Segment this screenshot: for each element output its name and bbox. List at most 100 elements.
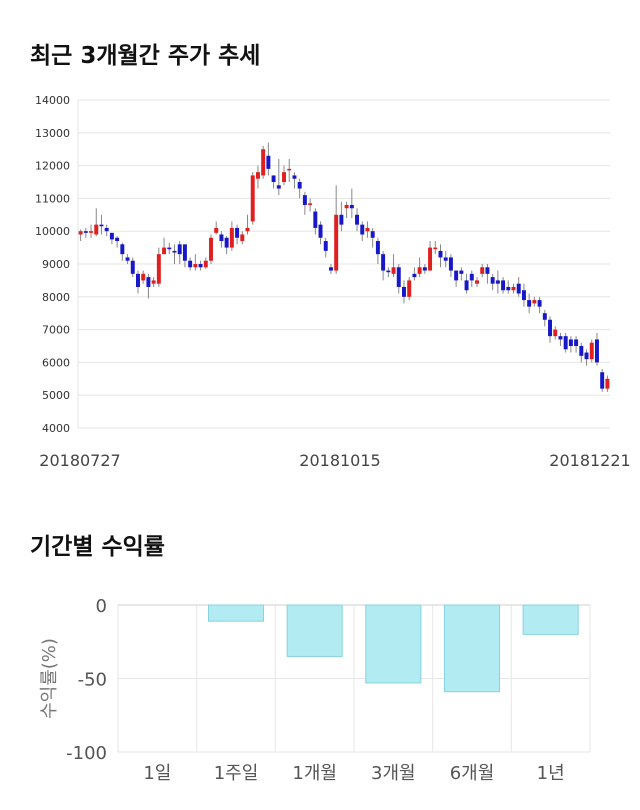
candle-body xyxy=(135,273,140,287)
candle xyxy=(209,234,213,264)
candle-body xyxy=(297,182,302,189)
candle xyxy=(323,237,328,258)
candle xyxy=(162,237,167,255)
candle-body xyxy=(182,244,187,261)
candle xyxy=(313,208,318,235)
candle xyxy=(412,267,417,281)
candle-body xyxy=(344,204,349,209)
candle xyxy=(120,242,125,261)
bar-x-axis: 1일 1주일 1개월 3개월 6개월 1년 xyxy=(143,763,564,784)
candle xyxy=(375,237,380,264)
candle-y-tick: 7000 xyxy=(42,324,70,337)
candle xyxy=(511,283,516,294)
candle xyxy=(438,244,443,268)
candle xyxy=(83,227,88,238)
candle xyxy=(475,277,479,287)
candle xyxy=(198,260,203,271)
candle-body xyxy=(448,257,453,271)
candle-y-axis: 4000 5000 6000 7000 8000 9000 10000 11000 12000 1… xyxy=(35,94,70,435)
candle-body xyxy=(381,254,386,271)
bar-grid xyxy=(117,604,591,753)
bar-x-tick: 1년 xyxy=(537,763,565,784)
candle-body xyxy=(438,250,443,258)
candle-body xyxy=(130,260,135,274)
candle-y-tick: 14000 xyxy=(35,94,70,107)
bar-x-tick: 1개월 xyxy=(292,763,337,784)
candle xyxy=(501,277,506,294)
candle-body xyxy=(568,339,573,346)
candle-body xyxy=(412,273,417,278)
candle xyxy=(443,250,448,268)
candle xyxy=(104,224,109,237)
candle-body xyxy=(78,231,83,235)
price-trend-title: 최근 3개월간 주가 추세 xyxy=(30,43,261,69)
candle-body xyxy=(516,283,521,294)
candle-body xyxy=(193,264,198,268)
candle xyxy=(428,241,433,271)
candle-body xyxy=(532,300,537,304)
candle-body xyxy=(401,286,406,297)
candle-body xyxy=(292,175,297,179)
candle xyxy=(141,270,146,284)
candle-y-tick: 11000 xyxy=(35,192,70,205)
bar-y-tick: -100 xyxy=(66,743,107,764)
candle-body xyxy=(511,286,516,291)
candle xyxy=(224,236,229,255)
candle xyxy=(94,208,99,237)
candle-body xyxy=(433,247,438,250)
candle xyxy=(115,236,120,248)
candle-body xyxy=(527,300,532,307)
candle xyxy=(297,178,302,199)
candle-y-tick: 6000 xyxy=(42,356,70,369)
candle-body xyxy=(501,280,506,291)
candle xyxy=(584,349,589,366)
candle xyxy=(563,332,568,353)
candle-body xyxy=(443,257,448,261)
candle xyxy=(203,257,208,269)
candle-body xyxy=(89,231,94,233)
candle xyxy=(448,254,453,278)
candle-body xyxy=(459,270,464,274)
bar-y-tick: 0 xyxy=(96,596,107,617)
candle-body xyxy=(109,232,114,240)
candle-body xyxy=(521,290,526,301)
candle xyxy=(308,198,313,212)
candle-body xyxy=(302,195,307,205)
candle-y-tick: 13000 xyxy=(35,127,70,140)
candle-body xyxy=(266,155,271,169)
candle xyxy=(464,273,469,294)
candle xyxy=(553,326,558,340)
candle xyxy=(537,296,542,314)
candle-body xyxy=(422,267,427,271)
candle xyxy=(193,254,198,271)
candle xyxy=(495,270,500,294)
candle xyxy=(276,159,281,196)
candle-body xyxy=(323,241,328,251)
candle-body xyxy=(594,339,599,363)
candle xyxy=(344,201,349,219)
candle xyxy=(182,244,187,268)
candle xyxy=(594,332,599,366)
bar-y-axis: 0 -50 -100 xyxy=(66,596,107,764)
candle xyxy=(151,277,156,287)
candle-body xyxy=(360,224,365,235)
candle xyxy=(109,232,114,245)
candle xyxy=(334,185,339,274)
candle xyxy=(548,316,553,343)
candle-body xyxy=(475,280,479,284)
candle-body xyxy=(255,172,260,179)
candle-body xyxy=(386,270,391,273)
candle-body xyxy=(506,286,511,291)
candle xyxy=(89,224,94,238)
candle-body xyxy=(480,267,485,274)
candle xyxy=(240,231,245,245)
candle xyxy=(156,247,161,287)
candle-body xyxy=(558,336,563,340)
candle xyxy=(396,264,401,294)
candle-x-tick: 20180727 xyxy=(39,451,120,470)
candle xyxy=(172,244,177,264)
candle-body xyxy=(375,241,380,255)
bar-x-tick: 3개월 xyxy=(371,763,416,784)
candles xyxy=(78,142,610,392)
candle xyxy=(469,270,474,287)
